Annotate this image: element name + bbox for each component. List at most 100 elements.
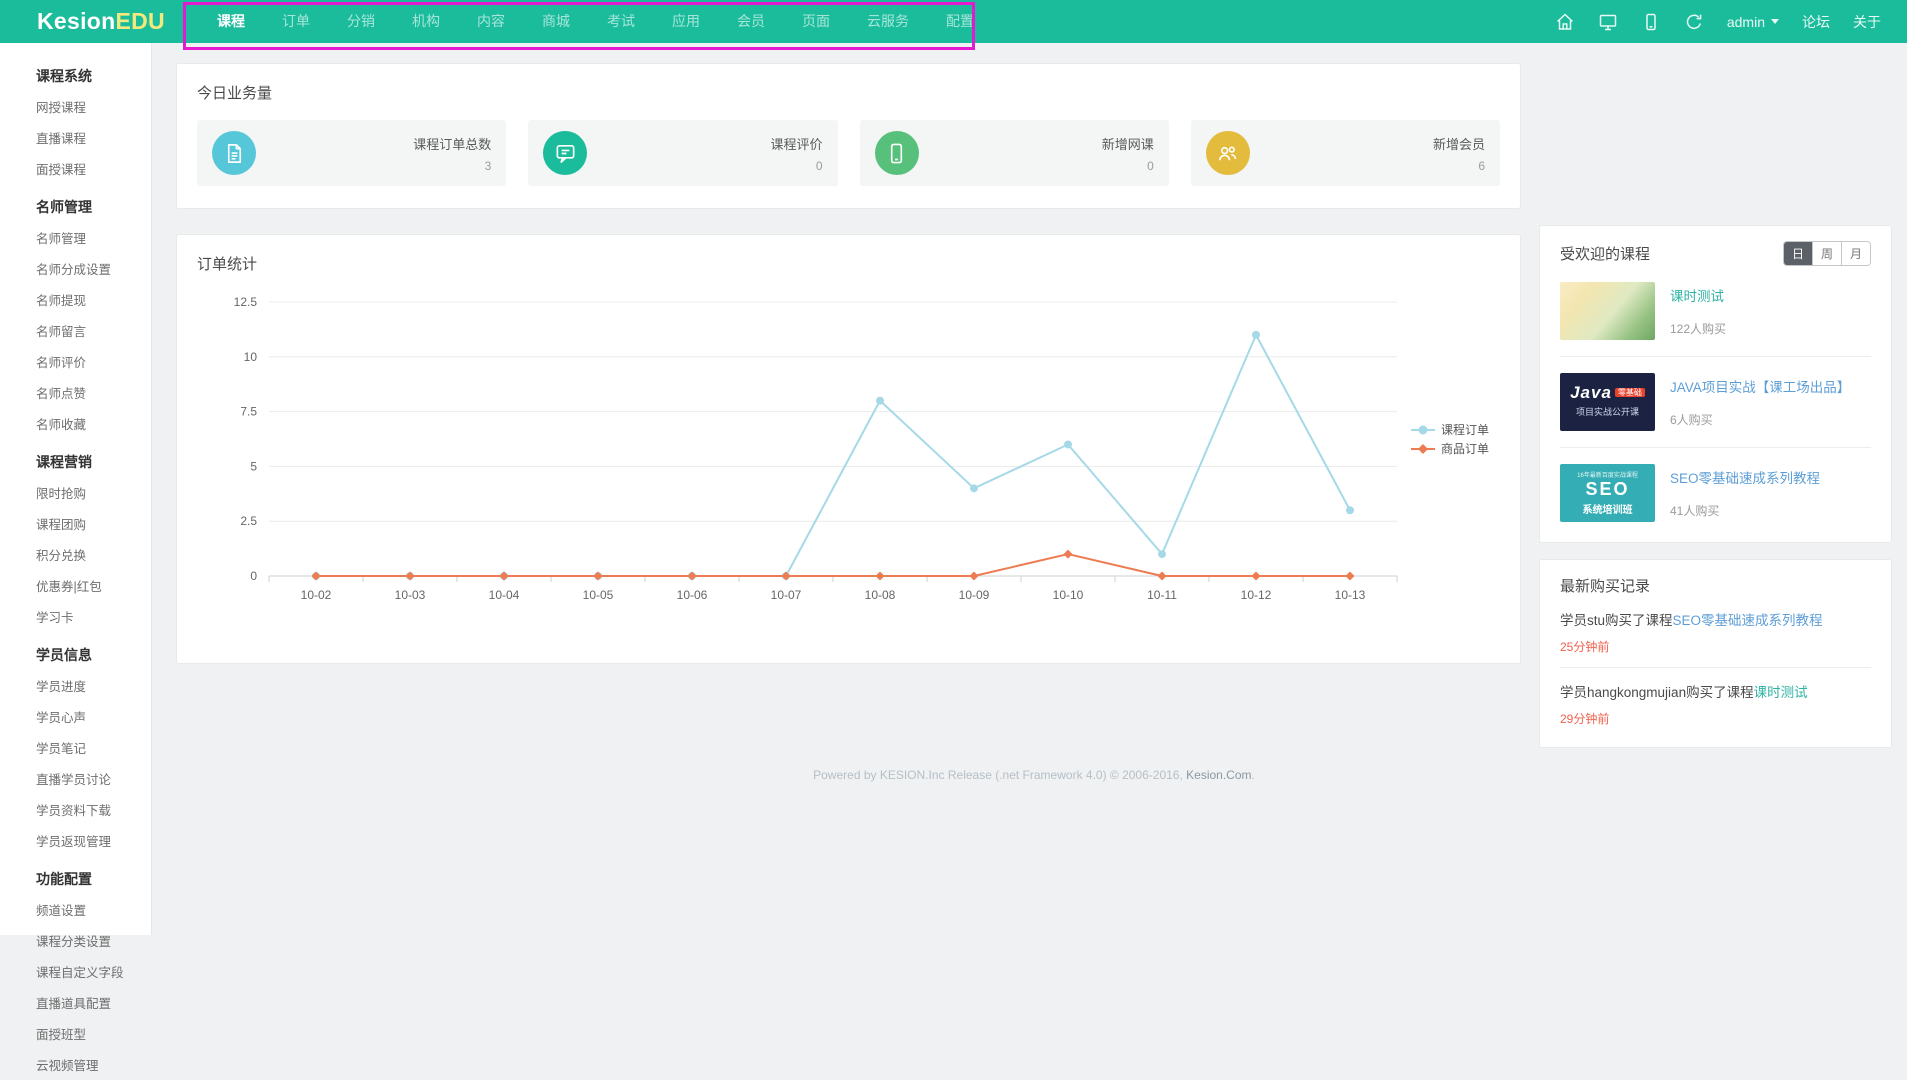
sidebar-item-points-redeem[interactable]: 积分兑换 [36,539,151,570]
sidebar-item-flash-sale[interactable]: 限时抢购 [36,477,151,508]
sidebar-item-live-props[interactable]: 直播道具配置 [36,987,151,1018]
nav-item-config[interactable]: 配置 [946,0,974,43]
home-icon[interactable] [1555,12,1575,32]
sidebar-item-teacher-message[interactable]: 名师留言 [36,315,151,346]
sidebar-item-online-courses[interactable]: 网授课程 [36,91,151,122]
course-buyers: 122人购买 [1670,320,1726,337]
sidebar-item-custom-fields[interactable]: 课程自定义字段 [36,956,151,987]
sidebar-item-teacher-split[interactable]: 名师分成设置 [36,253,151,284]
sidebar-item-live-discussion[interactable]: 直播学员讨论 [36,763,151,794]
popular-title: 受欢迎的课程 [1560,243,1650,264]
sidebar-item-class-type[interactable]: 面授班型 [36,1018,151,1049]
refresh-icon[interactable] [1684,12,1704,32]
record-course-link[interactable]: 课时测试 [1754,685,1808,700]
nav-item-content[interactable]: 内容 [477,0,505,43]
course-info: JAVA项目实战【课工场出品】 6人购买 [1670,373,1850,431]
sidebar-item-teacher-withdraw[interactable]: 名师提现 [36,284,151,315]
record-course-link[interactable]: SEO零基础速成系列教程 [1673,613,1823,628]
sidebar-item-group-buy[interactable]: 课程团购 [36,508,151,539]
nav-item-mall[interactable]: 商城 [542,0,570,43]
stat-value: 3 [413,159,491,173]
sidebar-item-course-category[interactable]: 课程分类设置 [36,925,151,956]
sidebar-item-student-notes[interactable]: 学员笔记 [36,732,151,763]
svg-text:7.5: 7.5 [240,405,257,419]
course-title-link[interactable]: SEO零基础速成系列教程 [1670,467,1820,487]
nav-item-exam[interactable]: 考试 [607,0,635,43]
sidebar-item-offline-courses[interactable]: 面授课程 [36,153,151,184]
footer-link[interactable]: Kesion.Com [1186,768,1251,782]
thumb-subcaption: 系统培训班 [1560,501,1655,516]
nav-item-orders[interactable]: 订单 [282,0,310,43]
sidebar: 课程系统 网授课程 直播课程 面授课程 名师管理 名师管理 名师分成设置 名师提… [0,43,152,935]
sidebar-item-student-voice[interactable]: 学员心声 [36,701,151,732]
main-nav: 课程 订单 分销 机构 内容 商城 考试 应用 会员 页面 云服务 配置 [217,0,974,43]
username: admin [1727,14,1765,30]
svg-text:10-03: 10-03 [395,588,426,602]
stat-value: 0 [770,159,822,173]
stat-value: 0 [1102,159,1154,173]
sidebar-item-live-courses[interactable]: 直播课程 [36,122,151,153]
sidebar-item-teacher-manage[interactable]: 名师管理 [36,222,151,253]
about-link[interactable]: 关于 [1853,12,1881,32]
period-month[interactable]: 月 [1841,242,1870,265]
nav-item-institution[interactable]: 机构 [412,0,440,43]
period-day[interactable]: 日 [1784,242,1812,265]
svg-text:课程订单: 课程订单 [1441,422,1489,437]
sidebar-item-teacher-favs[interactable]: 名师收藏 [36,408,151,439]
thumb-badge: 零基础 [1615,388,1645,397]
legend-item-课程订单[interactable]: 课程订单 [1411,422,1489,437]
sidebar-item-teacher-likes[interactable]: 名师点赞 [36,377,151,408]
nav-item-courses[interactable]: 课程 [217,0,245,43]
nav-item-cloud[interactable]: 云服务 [867,0,909,43]
mobile-icon[interactable] [1641,12,1661,32]
nav-item-apps[interactable]: 应用 [672,0,700,43]
stat-card-meta: 新增会员 6 [1433,134,1485,173]
period-week[interactable]: 周 [1812,242,1841,265]
course-title-link[interactable]: JAVA项目实战【课工场出品】 [1670,376,1850,396]
sidebar-item-student-progress[interactable]: 学员进度 [36,670,151,701]
course-info: SEO零基础速成系列教程 41人购买 [1670,464,1820,522]
content-area: 今日业务量 课程订单总数 3 [152,43,1907,782]
sidebar-item-channel-settings[interactable]: 频道设置 [36,894,151,925]
course-thumbnail[interactable]: 16年最新百度实战课程 SEO 系统培训班 [1560,464,1655,522]
svg-text:10-13: 10-13 [1335,588,1366,602]
user-menu[interactable]: admin [1727,14,1779,30]
nav-item-members[interactable]: 会员 [737,0,765,43]
sidebar-item-student-downloads[interactable]: 学员资料下载 [36,794,151,825]
svg-text:10-06: 10-06 [677,588,708,602]
course-thumbnail[interactable] [1560,282,1655,340]
sidebar-item-coupons[interactable]: 优惠券|红包 [36,570,151,601]
app-logo[interactable]: KesionEDU [37,8,165,35]
popular-header: 受欢迎的课程 日 周 月 [1560,241,1871,266]
record-prefix: 学员hangkongmujian购买了课程 [1560,685,1754,700]
nav-item-distribution[interactable]: 分销 [347,0,375,43]
course-title-link[interactable]: 课时测试 [1670,285,1726,305]
forum-link[interactable]: 论坛 [1802,12,1830,32]
footer-text: Powered by KESION.Inc Release (.net Fram… [813,768,1186,782]
course-buyers: 6人购买 [1670,411,1850,428]
sidebar-item-student-cashback[interactable]: 学员返现管理 [36,825,151,856]
purchase-record: 学员hangkongmujian购买了课程课时测试 29分钟前 [1560,668,1871,739]
sidebar-item-cloud-video[interactable]: 云视频管理 [36,1049,151,1080]
sidebar-item-study-card[interactable]: 学习卡 [36,601,151,632]
monitor-icon[interactable] [1598,12,1618,32]
order-stats-title: 订单统计 [197,253,1500,274]
nav-item-pages[interactable]: 页面 [802,0,830,43]
footer-suffix: . [1252,768,1255,782]
thumb-subcaption: 项目实战公开课 [1560,405,1655,418]
stat-cards: 课程订单总数 3 课程评价 0 [197,120,1500,186]
latest-purchases-title: 最新购买记录 [1560,575,1871,596]
today-stats-title: 今日业务量 [197,82,1500,103]
stat-card-new-courses: 新增网课 0 [860,120,1169,186]
tablet-icon [875,131,919,175]
svg-text:10-09: 10-09 [959,588,990,602]
stat-card-course-reviews: 课程评价 0 [528,120,837,186]
svg-text:10-05: 10-05 [583,588,614,602]
sidebar-item-teacher-review[interactable]: 名师评价 [36,346,151,377]
comment-icon [543,131,587,175]
sidebar-heading-function-config: 功能配置 [36,869,151,889]
legend-item-商品订单[interactable]: 商品订单 [1411,441,1489,456]
